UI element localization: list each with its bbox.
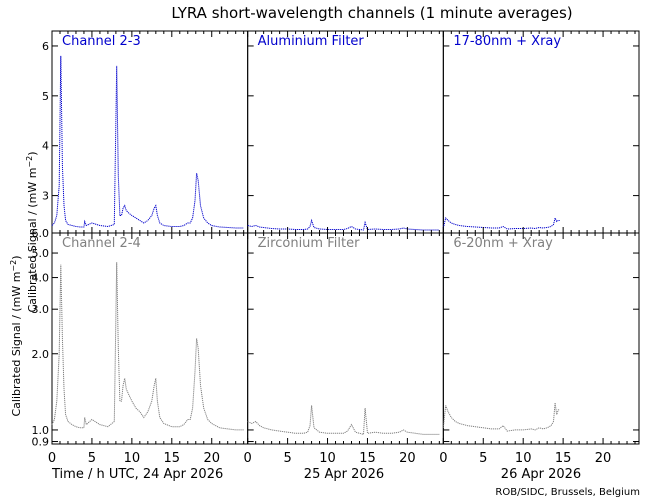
series-line-channel-2-3 bbox=[51, 55, 244, 229]
y-tick-label: 4.0 bbox=[32, 272, 50, 285]
series-legend-top-2: Aluminium Filter bbox=[258, 34, 365, 49]
x-tick-label: 15 bbox=[164, 451, 181, 466]
y-tick-label: 6.0 bbox=[32, 227, 50, 240]
series-line-aluminium-filter bbox=[247, 218, 440, 231]
x-tick-label: 0 bbox=[244, 451, 252, 466]
series-legend-bottom-1: Channel 2-4 bbox=[62, 236, 141, 251]
ylabel-bottom-sup: −2 bbox=[9, 260, 18, 272]
ylabel-bottom: Calibrated Signal / (mW m−2) bbox=[9, 255, 24, 416]
ylabel-bottom-main: Calibrated Signal / (mW m bbox=[10, 272, 23, 417]
x-tick-label: 10 bbox=[319, 451, 336, 466]
series-line-6-20nm-xray bbox=[442, 402, 560, 432]
plot-grid: Channel 2-3 Aluminium Filter 17-80nm + Xra… bbox=[32, 30, 640, 466]
x-tick-label: 15 bbox=[359, 451, 376, 466]
x-tick-label: 10 bbox=[124, 451, 141, 466]
y-tick-label: 3.0 bbox=[32, 303, 50, 316]
y-axis-label: Calibrated Signal / (mW m−2) Calibrated … bbox=[9, 151, 40, 416]
series-legend-bottom-3: 6-20nm + Xray bbox=[453, 236, 553, 251]
x-tick-label: 10 bbox=[515, 451, 532, 466]
series-line-channel-2-4 bbox=[51, 262, 244, 431]
series-legend-top-3: 17-80nm + Xray bbox=[453, 34, 561, 49]
panel-frame-bottom-3 bbox=[442, 232, 640, 445]
x-tick-label: 5 bbox=[479, 451, 487, 466]
series-legend-top-1: Channel 2-3 bbox=[62, 34, 141, 49]
x-axis-label-day2: 25 Apr 2026 bbox=[304, 467, 384, 482]
figure-title: LYRA short-wavelength channels (1 minute… bbox=[171, 4, 572, 22]
ylabel-top-main: Calibrated Signal / (mW m bbox=[26, 168, 39, 313]
y-tick-label: 1.0 bbox=[32, 424, 50, 437]
y-tick-label: 5 bbox=[42, 90, 49, 103]
credit-text: ROB/SIDC, Brussels, Belgium bbox=[495, 487, 640, 498]
panel-frame-top-3 bbox=[442, 30, 640, 234]
series-line-zirconium-filter bbox=[247, 405, 440, 436]
x-tick-label: 15 bbox=[555, 451, 572, 466]
series-line-17-80nm-xray bbox=[442, 216, 560, 230]
y-tick-label: 6 bbox=[42, 40, 49, 53]
panel-frame-top-1 bbox=[51, 30, 249, 234]
x-tick-label: 0 bbox=[48, 451, 56, 466]
ylabel-top: Calibrated Signal / (mW m−2) bbox=[25, 151, 40, 312]
x-axis-label-day1: Time / h UTC, 24 Apr 2026 bbox=[51, 467, 223, 482]
y-tick-label: 5.0 bbox=[32, 247, 50, 260]
x-tick-label: 5 bbox=[283, 451, 291, 466]
y-tick-label: 4 bbox=[42, 140, 49, 153]
y-tick-label: 2.0 bbox=[32, 348, 50, 361]
y-tick-label: 0.9 bbox=[32, 436, 50, 449]
panel-frame-top-2 bbox=[247, 30, 444, 234]
series-legend-bottom-2: Zirconium Filter bbox=[258, 236, 360, 251]
ylabel-top-close: ) bbox=[26, 151, 39, 155]
ylabel-top-sup: −2 bbox=[25, 156, 34, 168]
x-axis-label-day3: 26 Apr 2026 bbox=[501, 467, 581, 482]
panel-frame-bottom-1 bbox=[51, 232, 249, 445]
x-tick-label: 20 bbox=[203, 451, 220, 466]
ylabel-bottom-close: ) bbox=[10, 255, 23, 259]
x-tick-label: 0 bbox=[439, 451, 447, 466]
x-tick-label: 5 bbox=[88, 451, 96, 466]
y-tick-label: 3 bbox=[42, 190, 49, 203]
x-tick-label: 20 bbox=[595, 451, 612, 466]
x-tick-label: 20 bbox=[399, 451, 416, 466]
panel-frame-bottom-2 bbox=[247, 232, 444, 445]
